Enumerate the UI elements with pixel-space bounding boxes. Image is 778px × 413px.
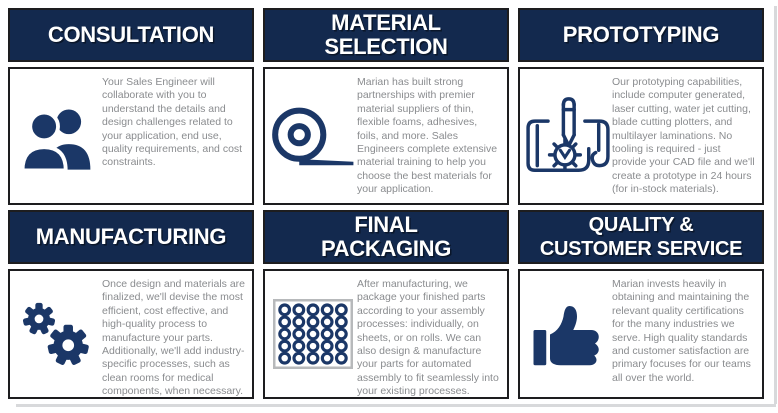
page-right-shadow xyxy=(774,6,777,404)
panel-title: MATERIAL SELECTION xyxy=(324,10,448,59)
panel-description: After manufacturing, we package your fin… xyxy=(357,278,499,398)
panel-final-packaging-header: FINAL PACKAGING xyxy=(263,210,509,264)
panel-title: MANUFACTURING xyxy=(35,224,227,249)
panel-manufacturing-header: MANUFACTURING xyxy=(8,210,254,264)
panel-description: Our prototyping capabilities, include co… xyxy=(612,76,755,196)
panel-title: QUALITY & CUSTOMER SERVICE xyxy=(539,214,743,260)
panel-prototyping-header: PROTOTYPING xyxy=(518,8,764,62)
process-grid: CONSULTATION MATERIAL SELECTION PROTOTYP… xyxy=(8,8,764,399)
panel-prototyping-body: Our prototyping capabilities, include co… xyxy=(518,67,764,205)
gears-icon xyxy=(14,297,102,370)
panel-quality-customer-service-body: Marian invests heavily in obtaining and … xyxy=(518,269,764,399)
panel-description: Once design and materials are finalized,… xyxy=(102,278,245,398)
two-people-icon xyxy=(14,101,102,172)
panel-title: FINAL PACKAGING xyxy=(320,212,452,261)
panel-description: Your Sales Engineer will collaborate wit… xyxy=(102,76,243,169)
material-roll-icon xyxy=(269,102,357,171)
panel-title: PROTOTYPING xyxy=(562,22,720,47)
panel-quality-customer-service-header: QUALITY & CUSTOMER SERVICE xyxy=(518,210,764,264)
panel-description: Marian has built strong partnerships wit… xyxy=(357,76,498,196)
blueprint-pencil-gear-icon xyxy=(524,95,612,178)
panel-title: CONSULTATION xyxy=(47,22,215,47)
panel-consultation-header: CONSULTATION xyxy=(8,8,254,62)
panel-consultation-body: Your Sales Engineer will collaborate wit… xyxy=(8,67,254,205)
panel-description: Marian invests heavily in obtaining and … xyxy=(612,278,751,384)
thumbs-up-icon xyxy=(524,300,612,369)
panel-material-selection-body: Marian has built strong partnerships wit… xyxy=(263,67,509,205)
packaged-parts-sheet-icon xyxy=(269,299,357,369)
panel-material-selection-header: MATERIAL SELECTION xyxy=(263,8,509,62)
panel-manufacturing-body: Once design and materials are finalized,… xyxy=(8,269,254,399)
page-bottom-shadow xyxy=(16,404,776,407)
panel-final-packaging-body: After manufacturing, we package your fin… xyxy=(263,269,509,399)
